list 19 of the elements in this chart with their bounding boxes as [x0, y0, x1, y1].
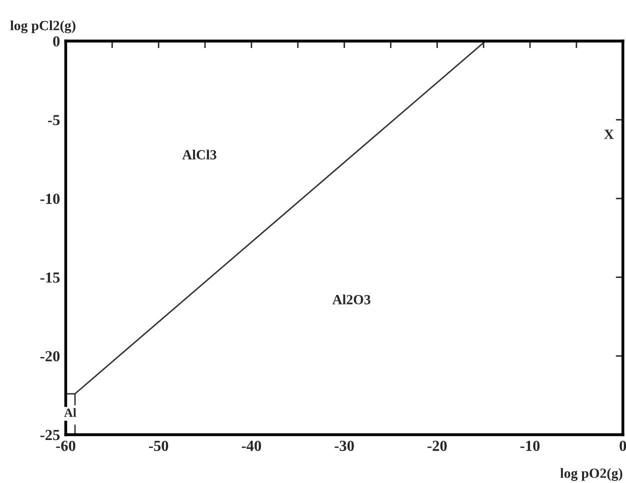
x-tick-label: -50	[148, 440, 168, 452]
x-tick-label: -20	[428, 440, 447, 452]
annotation: AlCl3	[182, 150, 216, 160]
y-axis-title: log pCl2(g)	[10, 20, 76, 34]
x-tick-label: -40	[242, 440, 262, 452]
annotation: Al2O3	[332, 294, 370, 304]
x-axis-title: log pO2(g)	[560, 468, 622, 481]
annotation: Al	[64, 408, 76, 417]
y-tick-label: -5	[48, 115, 60, 126]
x-tick-label: -60	[56, 440, 76, 452]
y-tick-label: 0	[53, 36, 60, 47]
y-tick-label: -15	[40, 272, 60, 283]
y-tick-label: -20	[40, 351, 60, 362]
y-tick-label: -10	[40, 194, 60, 204]
x-tick-label: 0	[620, 440, 626, 452]
y-tick-label: -25	[40, 430, 60, 440]
annotation: X	[604, 130, 614, 139]
x-tick-label: -10	[520, 440, 540, 452]
x-tick-label: -30	[334, 440, 354, 452]
